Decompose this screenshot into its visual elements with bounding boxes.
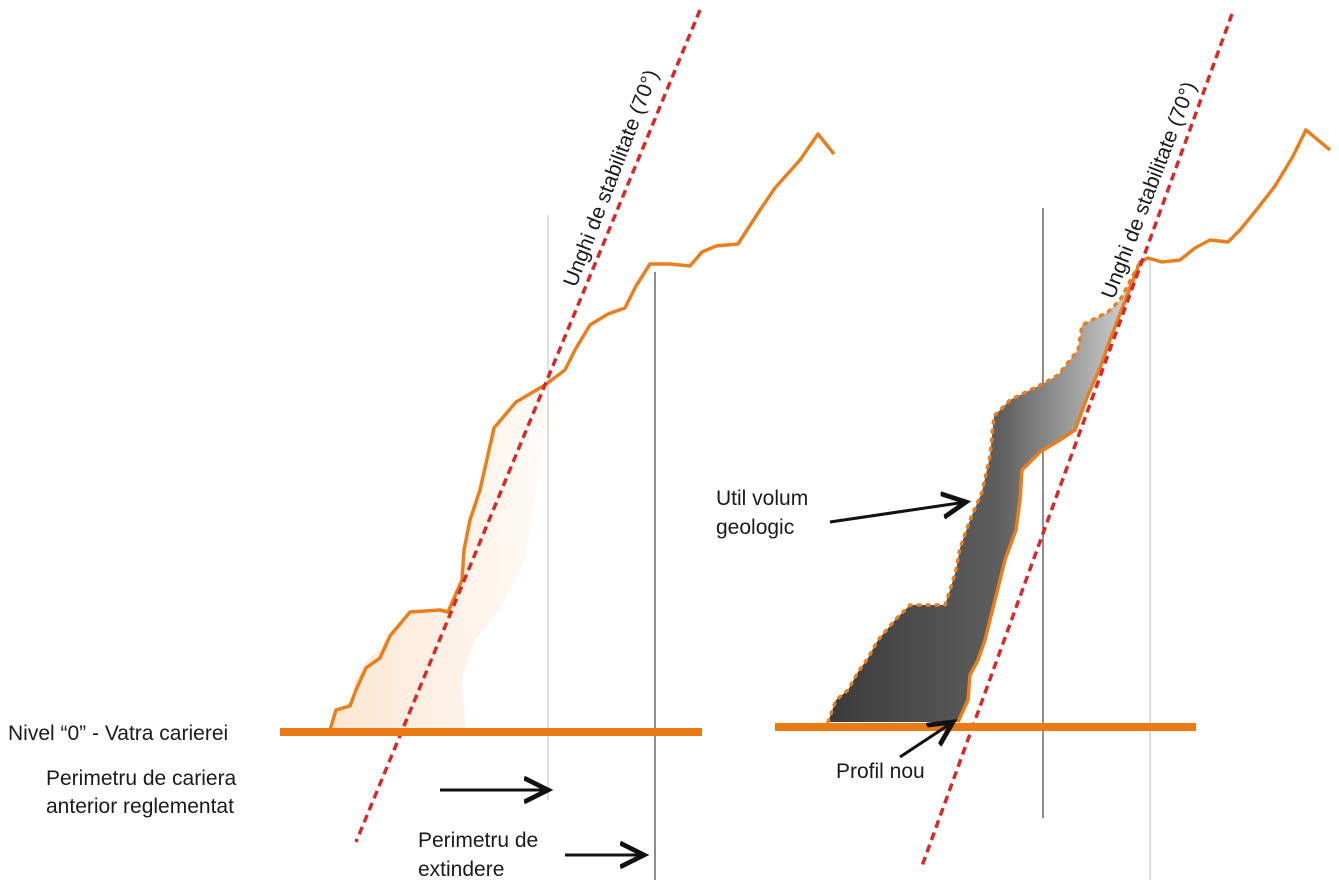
arrow-useful-volume <box>829 502 966 524</box>
stability-angle-label-right: Unghi de stabilitate (70°) <box>1097 79 1201 302</box>
new-profile-label: Profil nou <box>836 760 925 783</box>
perimeter-extension-label-line2: extindere <box>418 858 504 881</box>
perimeter-previous-label-line1: Perimetru de cariera <box>46 767 237 790</box>
stability-angle-label-left: Unghi de stabilitate (70°) <box>559 67 663 290</box>
perimeter-previous-label-line2: anterior reglementat <box>46 795 234 818</box>
useful-volume-label-line1: Util volum <box>716 487 808 510</box>
terrain-profile-left <box>328 132 836 731</box>
left-panel: Unghi de stabilitate (70°) Nivel “0” - V… <box>8 9 836 881</box>
stability-angle-line-right <box>920 13 1234 867</box>
original-profile-dotted <box>826 264 1140 724</box>
stability-angle-line-left <box>354 9 702 843</box>
new-profile-line <box>956 128 1332 723</box>
useful-volume-area <box>828 266 1140 722</box>
right-panel: Unghi de stabilitate (70°) Util volum ge… <box>716 13 1332 880</box>
level-zero-label: Nivel “0” - Vatra carierei <box>8 722 228 745</box>
useful-volume-label-line2: geologic <box>716 516 794 539</box>
perimeter-extension-label-line1: Perimetru de <box>418 829 538 852</box>
arrow-new-profile <box>899 722 953 759</box>
removed-area-fill <box>330 385 548 730</box>
